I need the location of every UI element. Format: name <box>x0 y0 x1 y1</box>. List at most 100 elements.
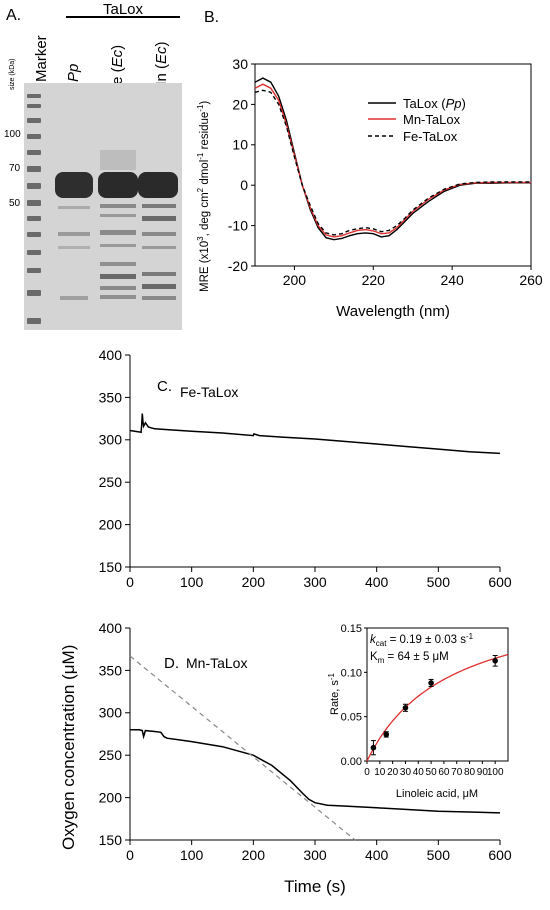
gel-lane-mn <box>138 172 178 300</box>
d-ytick-label: 400 <box>99 620 123 636</box>
cd-xtick-label: 220 <box>362 272 386 288</box>
d-xtick-label: 400 <box>365 847 389 863</box>
i-ytick-label: 0.00 <box>341 756 362 768</box>
cd-ytick-label: -20 <box>228 258 248 274</box>
inset-data-point <box>428 680 434 686</box>
inset-km-annotation: Km = 64 ± 5 μM <box>370 651 449 665</box>
d-y-axis: 150 200 250 300 350 400 <box>99 620 130 848</box>
inset-x-axis-label: Linoleic acid, μM <box>396 788 478 800</box>
legend-label-mn-talox: Mn-TaLox <box>403 112 461 127</box>
d-series-linear-fit <box>129 655 356 841</box>
cd-series-mn-talox <box>254 83 531 238</box>
marker-100-label: 100 <box>4 129 21 140</box>
cd-series-talox-pp <box>254 77 531 241</box>
c-ytick-label: 400 <box>99 347 123 363</box>
i-xtick-label: 90 <box>477 767 489 778</box>
inset-y-axis-label: Rate, s-1 <box>327 672 341 715</box>
marker-50-label: 50 <box>9 198 21 209</box>
lane-label-marker: Marker <box>33 35 50 82</box>
d-ytick-label: 300 <box>99 705 123 721</box>
d-xtick-label: 100 <box>180 847 204 863</box>
d-xtick-label: 0 <box>126 847 134 863</box>
talox-group-label: TaLox <box>103 1 144 18</box>
d-ytick-label: 150 <box>99 832 123 848</box>
panel-label-b: B. <box>204 9 219 26</box>
lane-label-pp: Pp <box>65 64 82 82</box>
i-xtick-label: 50 <box>426 767 438 778</box>
cd-panel: B. -20 -10 0 10 20 30 200 220 240 260 Wavelength… <box>196 9 543 320</box>
c-xtick-label: 0 <box>126 574 134 590</box>
fe-talox-panel: 150 200 250 300 350 400 0 100 200 300 400 500 600 C… <box>99 347 512 590</box>
cd-y-axis: -20 -10 0 10 20 30 <box>228 56 255 274</box>
cd-xtick-label: 200 <box>283 272 307 288</box>
i-xtick-label: 80 <box>464 767 476 778</box>
marker-ladder <box>27 94 41 324</box>
cd-ytick-label: 0 <box>240 177 248 193</box>
i-ytick-label: 0.05 <box>341 712 362 724</box>
cd-plot-frame <box>254 63 532 267</box>
legend-label-fe-talox: Fe-TaLox <box>403 129 458 144</box>
d-ytick-label: 350 <box>99 662 123 678</box>
c-xtick-label: 500 <box>427 574 451 590</box>
size-kda-label: size (kDa) <box>9 58 16 90</box>
d-xtick-label: 600 <box>488 847 512 863</box>
inset-series-group <box>366 653 509 762</box>
inset-mm-fit-curve <box>366 653 509 762</box>
c-y-axis: 150 200 250 300 350 400 <box>99 347 130 575</box>
shared-y-axis-label: Oxygen concentration (μM) <box>59 645 78 850</box>
cd-y-axis-label: MRE (x103, deg cm2 dmol-1 residue-1) <box>196 101 211 292</box>
cd-ytick-label: 10 <box>232 137 248 153</box>
d-series-oxygen-trace <box>130 729 501 814</box>
i-xtick-label: 0 <box>364 767 370 778</box>
cd-x-axis-label: Wavelength (nm) <box>336 303 450 320</box>
c-xtick-label: 300 <box>303 574 327 590</box>
kinetics-inset: 0.000.050.100.15 0 10 20 30 40 50 60 70 80 90100 … <box>327 623 509 800</box>
marker-70-label: 70 <box>9 163 21 174</box>
i-xtick-label: 30 <box>400 767 412 778</box>
inset-data-point <box>492 658 498 664</box>
i-ytick-label: 0.10 <box>341 667 362 679</box>
c-ytick-label: 300 <box>99 432 123 448</box>
c-series-oxygen-trace <box>129 413 501 455</box>
d-panel-title: Mn-TaLox <box>186 655 247 671</box>
gel-lane-fe <box>98 150 138 299</box>
d-xtick-label: 200 <box>242 847 266 863</box>
legend-label-talox-pp: TaLox (Pp) <box>403 96 466 111</box>
panel-label-d: D. <box>164 655 179 672</box>
c-xtick-label: 100 <box>180 574 204 590</box>
i-ytick-label: 0.15 <box>341 623 362 635</box>
panel-label-a: A. <box>6 7 21 24</box>
d-xtick-label: 500 <box>427 847 451 863</box>
i-xtick-label: 40 <box>413 767 425 778</box>
cd-x-axis: 200 220 240 260 <box>283 266 543 288</box>
inset-data-point <box>370 744 377 751</box>
cd-series-group <box>254 77 531 241</box>
c-panel-title: Fe-TaLox <box>180 384 238 400</box>
cd-ytick-label: -10 <box>228 218 248 234</box>
i-xtick-label: 70 <box>451 767 463 778</box>
d-ytick-label: 250 <box>99 747 123 763</box>
i-xtick-label: 10 <box>374 767 386 778</box>
c-ytick-label: 250 <box>99 474 123 490</box>
i-xtick-label: 20 <box>387 767 399 778</box>
c-series-group <box>129 413 501 455</box>
inset-data-point <box>383 731 390 738</box>
cd-legend: TaLox (Pp) Mn-TaLox Fe-TaLox <box>368 96 466 144</box>
cd-ytick-label: 30 <box>232 56 248 72</box>
cd-ytick-label: 20 <box>232 96 248 112</box>
inset-y-axis: 0.00 0.05 0.10 0.15 <box>341 623 367 768</box>
c-ytick-label: 200 <box>99 517 123 533</box>
d-series-group <box>129 655 501 841</box>
i-xtick-label: 60 <box>438 767 450 778</box>
inset-data-point <box>402 705 409 711</box>
d-x-axis: 0 100 200 300 400 500 600 <box>126 840 512 863</box>
d-x-axis-label: Time (s) <box>284 877 346 896</box>
cd-series-fe-talox <box>254 89 531 236</box>
i-xtick-label: 100 <box>487 767 504 778</box>
cd-xtick-label: 260 <box>519 272 543 288</box>
inset-kcat-annotation: kcat = 0.19 ± 0.03 s-1 <box>370 632 474 648</box>
inset-frame <box>366 627 509 762</box>
